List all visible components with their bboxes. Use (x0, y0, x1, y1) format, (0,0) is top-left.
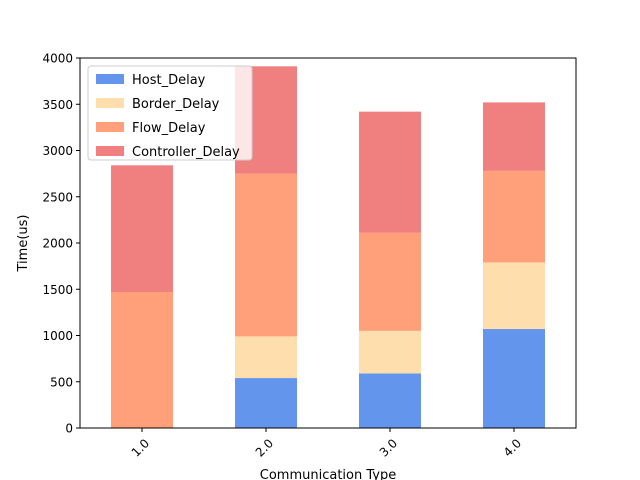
legend-swatch (96, 122, 124, 132)
y-tick-label: 4000 (42, 52, 73, 66)
legend-label: Controller_Delay (132, 145, 240, 160)
legend-label: Host_Delay (132, 73, 206, 88)
y-axis: 0 500 1000 1500 2000 2500 3000 3500 4000 (42, 52, 80, 436)
bar-host-delay-3-0 (359, 373, 421, 428)
x-tick-label: 1.0 (129, 436, 152, 459)
y-tick-label: 0 (65, 422, 73, 436)
y-tick-label: 500 (50, 375, 73, 389)
bars-layer (111, 66, 545, 428)
legend-box (87, 65, 253, 161)
x-axis: 1.0 2.0 3.0 4.0 (129, 428, 524, 460)
y-tick-label: 2500 (42, 190, 73, 204)
y-tick-label: 3500 (42, 98, 73, 112)
bar-controller-delay-4-0 (483, 102, 545, 171)
y-tick-label: 2000 (42, 237, 73, 251)
legend: Host_Delay Border_Delay Flow_Delay Controll… (87, 65, 253, 161)
legend-label: Flow_Delay (132, 121, 206, 136)
bar-flow-delay-2-0 (235, 173, 297, 337)
bar-host-delay-2-0 (235, 378, 297, 428)
legend-label: Border_Delay (132, 97, 220, 112)
bar-host-delay-4-0 (483, 329, 545, 428)
bar-controller-delay-1-0 (111, 165, 173, 293)
y-tick-label: 1000 (42, 329, 73, 343)
x-tick-label: 4.0 (501, 436, 524, 459)
bar-flow-delay-1-0 (111, 292, 173, 428)
legend-swatch (96, 98, 124, 108)
bar-flow-delay-4-0 (483, 170, 545, 263)
x-tick-label: 3.0 (377, 436, 400, 459)
x-tick-label: 2.0 (253, 436, 276, 459)
x-axis-label: Communication Type (260, 468, 396, 480)
bar-border-delay-2-0 (235, 336, 297, 379)
y-tick-label: 3000 (42, 144, 73, 158)
bar-border-delay-3-0 (359, 330, 421, 374)
legend-swatch (96, 74, 124, 84)
bar-flow-delay-3-0 (359, 232, 421, 331)
legend-swatch (96, 146, 124, 156)
bar-controller-delay-3-0 (359, 111, 421, 233)
y-tick-label: 1500 (42, 283, 73, 297)
y-axis-label: Time(us) (16, 215, 31, 273)
bar-border-delay-4-0 (483, 262, 545, 330)
